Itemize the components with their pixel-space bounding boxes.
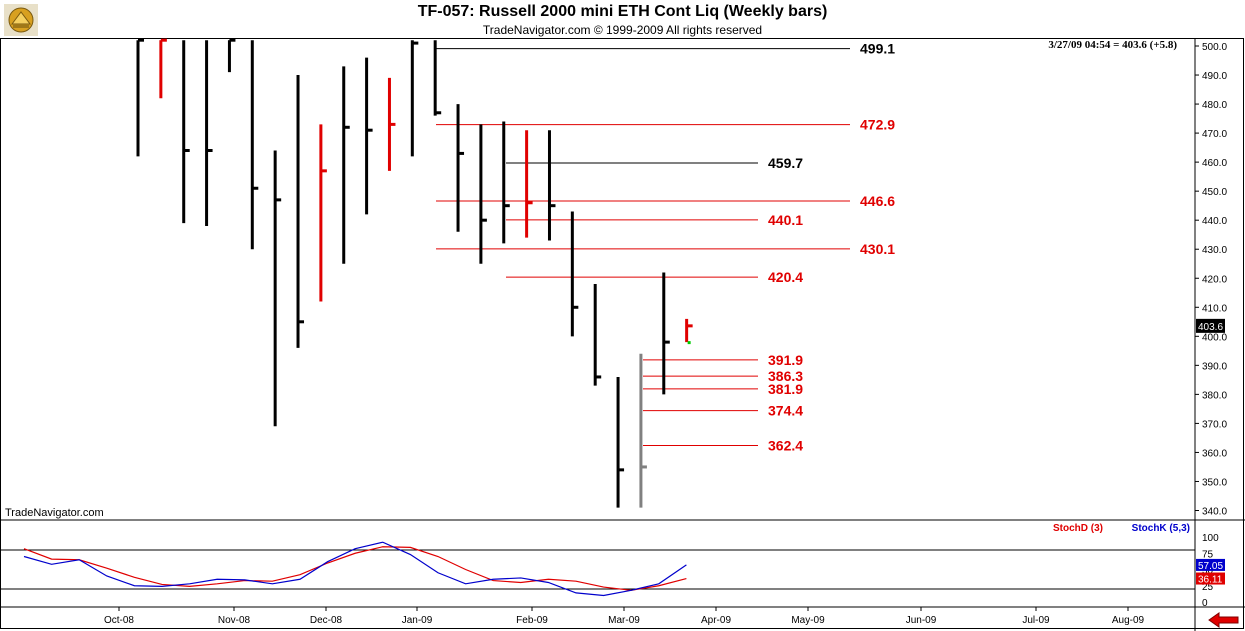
price-tick-label: 350.0 [1202,477,1227,488]
date-tick-label: Feb-09 [516,615,548,626]
price-bar [250,40,259,250]
date-tick-label: May-09 [791,615,825,626]
price-bar [479,124,487,264]
stoch-tick-label: 50 [1202,566,1214,577]
price-bar [410,40,419,157]
price-tick-label: 450.0 [1202,187,1227,198]
support-resistance-levels: 499.1 472.9 459.7 446.6 440.1 430.1 420.4 391.9… [436,41,895,453]
price-bar [296,75,305,348]
price-bar [502,121,510,244]
price-tick-label: 480.0 [1202,100,1227,111]
last-price-box [1196,318,1225,333]
watermark: TradeNavigator.com [5,507,104,519]
price-tick-label: 380.0 [1202,390,1227,401]
price-tick-label: 470.0 [1202,129,1227,140]
date-tick-label: Oct-08 [104,615,134,626]
level-label: 472.9 [860,117,895,133]
stoch-series-line [23,541,687,597]
level-label: 381.9 [768,381,803,397]
price-bar [273,150,282,427]
level-label: 499.1 [860,41,895,57]
price-bar [365,57,373,215]
price-bar [685,318,693,343]
stoch-tick-label: 75 [1202,549,1214,560]
current-bar-marker [687,341,691,345]
date-tick-label: Jan-09 [402,615,433,626]
price-axis: 340.0 350.0 360.0 370.0 380.0 390.0 400.0 410.0… [1195,42,1227,518]
scroll-left-arrow-icon[interactable] [1207,612,1241,628]
trade-navigator-logo [4,4,38,36]
date-tick-label: Jul-09 [1022,615,1050,626]
price-bar [227,38,236,73]
price-bar [387,77,396,171]
price-bar [616,376,625,508]
price-tick-label: 370.0 [1202,419,1227,430]
level-label: 391.9 [768,352,803,368]
last-price-label: 403.6 [1198,322,1223,333]
level-label: 430.1 [860,241,895,257]
price-bar [182,40,190,224]
stoch-last-box [1196,558,1225,571]
price-tick-label: 430.0 [1202,245,1227,256]
stoch-tick-label: 25 [1202,582,1214,593]
level-label: 374.4 [768,403,803,419]
price-tick-label: 400.0 [1202,332,1227,343]
price-tick-label: 390.0 [1202,361,1227,372]
date-tick-label: Nov-08 [218,615,251,626]
price-bar [136,38,144,157]
stoch-last-label: 36.11 [1198,575,1223,586]
chart-header: TF-057: Russell 2000 mini ETH Cont Liq (… [0,0,1245,38]
price-tick-label: 340.0 [1202,507,1227,518]
level-label: 362.4 [768,437,803,453]
date-tick-label: Apr-09 [701,615,731,626]
price-tick-label: 500.0 [1202,42,1227,53]
copyright-text: TradeNavigator.com © 1999-2009 All right… [482,23,763,37]
price-bar [205,40,213,226]
price-bar [159,38,167,99]
chart-title: TF-057: Russell 2000 mini ETH Cont Liq (… [417,3,828,20]
level-label: 459.7 [768,155,803,171]
date-axis: Oct-08 Nov-08 Dec-08 Jan-09 Feb-09 Mar-09 Apr-… [104,607,1145,626]
price-bar [456,104,465,232]
price-bar [547,130,556,241]
price-bar [593,284,602,386]
price-bar [342,66,350,264]
level-label: 420.4 [768,269,803,285]
price-bar [662,272,670,395]
level-label: 386.3 [768,368,803,384]
price-bar [639,353,647,508]
price-tick-label: 440.0 [1202,216,1227,227]
chart-frame [0,38,1245,631]
price-tick-label: 460.0 [1202,158,1227,169]
price-tick-label: 420.0 [1202,274,1227,285]
price-bar [319,124,327,302]
price-bar [525,130,533,238]
price-bar [433,40,442,116]
price-bars [136,38,693,508]
stoch-last-box [1196,572,1225,585]
level-label: 446.6 [860,193,895,209]
stoch-legend-label: StochD (3) [1053,523,1103,534]
date-tick-label: Mar-09 [608,615,640,626]
date-tick-label: Dec-08 [310,615,343,626]
price-tick-label: 410.0 [1202,303,1227,314]
date-tick-label: Jun-09 [906,615,937,626]
stoch-last-label: 57.05 [1198,561,1223,572]
price-bar [570,211,579,337]
stoch-series-line [23,546,687,591]
outer-border [0,38,1244,629]
stoch-tick-label: 100 [1202,533,1219,544]
stochastic-panel: 0 25 50 75 100 36.11 57.05 StochD (3) StochK (5,… [0,523,1225,609]
date-tick-label: Aug-09 [1112,615,1145,626]
stoch-tick-label: 0 [1202,598,1208,609]
stoch-legend-label: StochK (5,3) [1132,523,1190,534]
price-tick-label: 490.0 [1202,71,1227,82]
price-tick-label: 360.0 [1202,448,1227,459]
level-label: 440.1 [768,212,803,228]
timestamp-label: 3/27/09 04:54 = 403.6 (+5.8) [1048,39,1177,51]
